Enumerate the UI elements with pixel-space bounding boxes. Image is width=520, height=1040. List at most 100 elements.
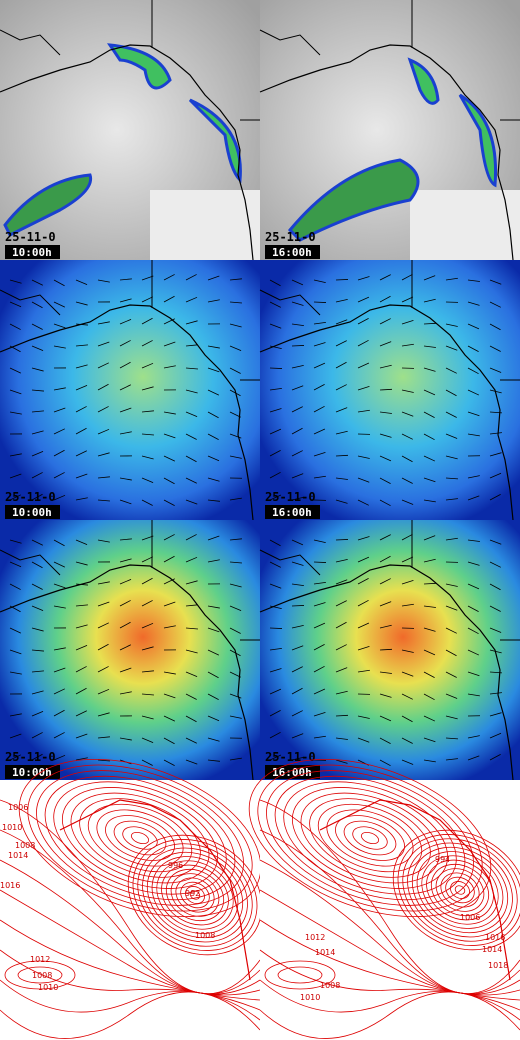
wind-arrow [163, 759, 175, 766]
wind-arrow [269, 561, 281, 568]
wind-arrow [9, 539, 22, 544]
wind-arrow [313, 342, 326, 347]
wind-arrow [357, 669, 370, 673]
wind-arrow [467, 583, 480, 590]
wind-arrow [163, 433, 176, 439]
wind-arrow [207, 433, 219, 440]
wind-arrow [31, 430, 44, 435]
contour-label: 1008 [32, 971, 52, 980]
wind-arrow [379, 555, 391, 563]
wind-arrow [9, 279, 22, 284]
wind-arrow [445, 649, 457, 657]
wind-arrow [141, 535, 154, 541]
date-label: 25-11-0 [5, 750, 56, 764]
wind-arrow [207, 759, 220, 762]
wind-arrow [269, 387, 282, 391]
isobar [407, 842, 513, 938]
wind-arrow [291, 496, 304, 501]
wind-arrow [207, 627, 220, 633]
wind-arrow [423, 455, 436, 462]
wind-arrow [423, 759, 436, 763]
wind-arrow [489, 692, 502, 695]
wind-arrow [229, 583, 242, 588]
wind-arrow [75, 561, 88, 566]
wind-arrow [185, 671, 198, 677]
wind-arrow [9, 754, 21, 761]
wind-arrow [357, 715, 370, 719]
isobar [259, 919, 520, 1001]
wind-arrow [53, 279, 65, 287]
wind-arrow [185, 367, 198, 370]
wind-arrow [423, 715, 436, 722]
wind-arrow [53, 605, 66, 609]
wind-arrow [53, 301, 66, 308]
isobar [259, 949, 520, 1011]
wind-arrow [9, 671, 22, 675]
wind-arrow [185, 477, 197, 484]
wind-arrow [467, 367, 479, 375]
isobar [248, 758, 492, 918]
wind-arrow [401, 671, 414, 677]
wind-arrow [53, 647, 66, 651]
map-panel: 25-11-0 16:00h [259, 0, 520, 261]
wind-arrow [229, 301, 242, 304]
wind-arrow [379, 477, 391, 484]
isobar [142, 847, 248, 943]
wind-arrow [445, 605, 458, 611]
wind-arrow [141, 362, 154, 369]
map-panel: 25-11-0 10:00h [0, 0, 261, 261]
wind-arrow [75, 644, 88, 651]
wind-arrow [291, 364, 304, 369]
wind-arrow [313, 539, 326, 544]
wind-arrow [9, 473, 22, 479]
isobar [161, 864, 229, 926]
wind-arrow [313, 711, 326, 717]
wind-arrow [185, 693, 197, 700]
wind-arrow [75, 384, 88, 391]
wind-arrow [9, 713, 22, 717]
map-panel: 25-11-0 10:00h [0, 259, 261, 521]
isobar [259, 991, 520, 1039]
wind-arrow [489, 472, 502, 479]
wind-arrow [9, 627, 22, 634]
wind-arrow [269, 539, 281, 547]
wind-arrow [269, 301, 281, 308]
isobar [127, 834, 263, 956]
wind-arrow [31, 583, 43, 590]
wind-arrow [119, 431, 132, 435]
wind-arrow [379, 274, 391, 281]
wind-arrow [119, 691, 132, 695]
wind-arrow [269, 323, 282, 329]
wind-arrow [31, 410, 44, 413]
wind-arrow [9, 453, 22, 457]
isobar [180, 881, 210, 909]
wind-arrow [119, 318, 132, 325]
panel-background [0, 260, 260, 520]
wind-arrow [53, 539, 65, 547]
wind-arrow [207, 275, 220, 281]
wind-arrow [401, 737, 413, 744]
wind-arrow [335, 384, 347, 391]
wind-arrow [313, 581, 326, 585]
wind-arrow [119, 578, 132, 585]
wind-arrow [291, 450, 303, 457]
wind-arrow [335, 600, 347, 607]
wind-arrow [229, 323, 242, 328]
wind-arrow [75, 666, 87, 673]
wind-arrow [269, 345, 282, 350]
wind-arrow [445, 367, 457, 374]
wind-arrow [467, 649, 480, 656]
wind-arrow [423, 737, 436, 743]
wind-arrow [185, 411, 198, 417]
wind-arrow [75, 450, 87, 457]
wind-arrow [313, 383, 325, 391]
wind-arrow [75, 733, 88, 739]
wind-arrow [489, 583, 501, 591]
wind-arrow [445, 345, 458, 351]
wind-arrow [119, 667, 132, 673]
isobar [79, 798, 201, 878]
wind-arrow [335, 690, 348, 695]
wind-arrow [53, 561, 66, 568]
wind-arrow [467, 433, 480, 437]
wind-arrow [141, 477, 154, 483]
